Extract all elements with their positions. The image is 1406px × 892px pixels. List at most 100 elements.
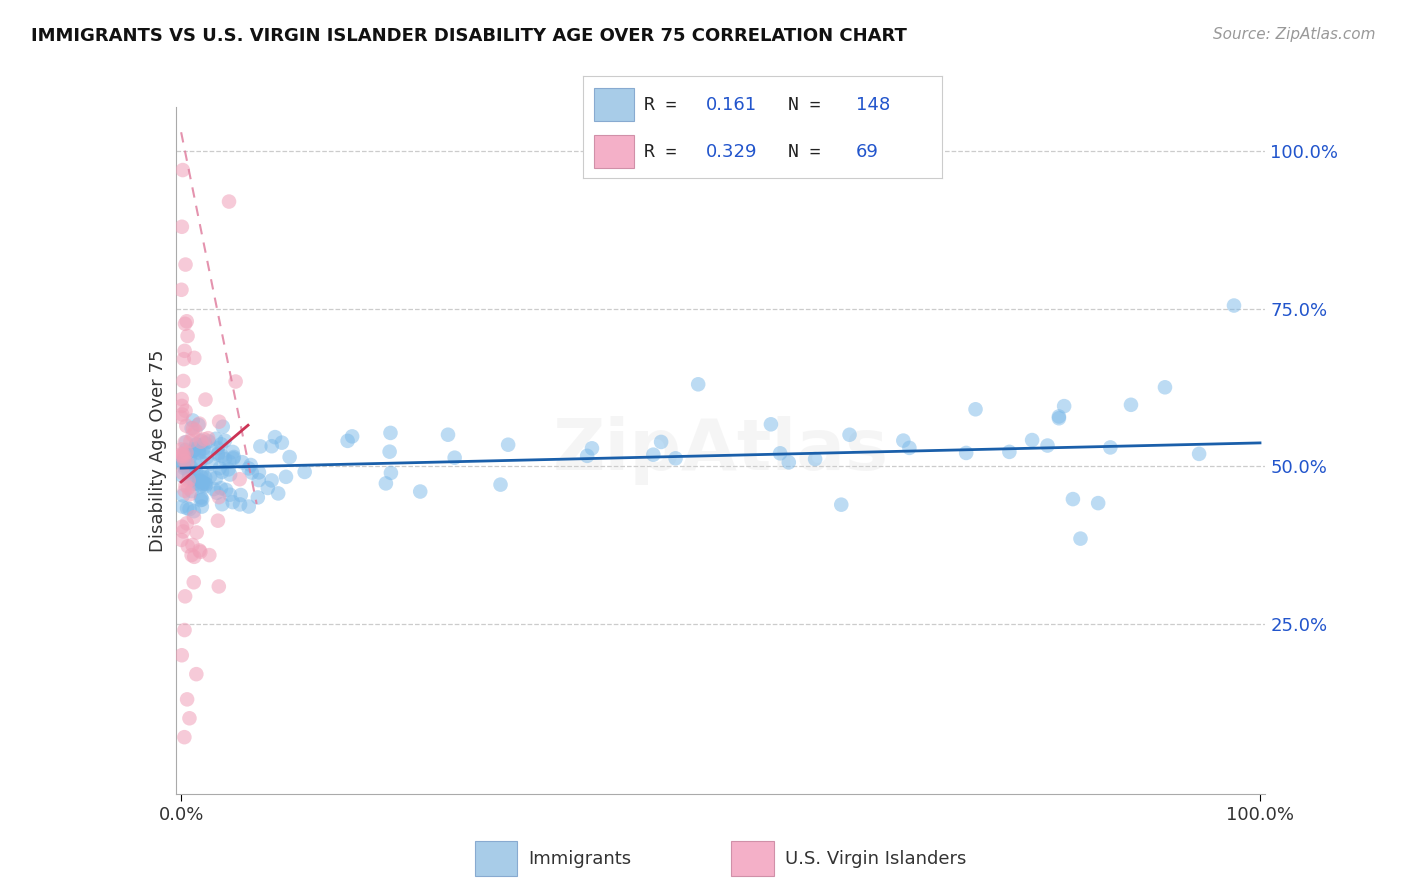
Point bbox=[173, 458, 195, 473]
Point bbox=[173, 623, 195, 637]
Point bbox=[170, 648, 193, 663]
Point bbox=[209, 437, 232, 451]
Point bbox=[211, 419, 233, 434]
Point bbox=[181, 473, 204, 487]
Point bbox=[174, 448, 197, 462]
Point bbox=[759, 417, 782, 432]
Point bbox=[186, 465, 208, 479]
Point bbox=[838, 427, 860, 442]
Text: N =: N = bbox=[787, 143, 831, 161]
Point bbox=[1047, 409, 1070, 424]
Point bbox=[176, 501, 198, 516]
Point bbox=[170, 399, 193, 413]
Point bbox=[170, 219, 193, 234]
Point bbox=[179, 434, 201, 449]
Point bbox=[181, 413, 204, 427]
Point bbox=[205, 485, 228, 500]
Point bbox=[170, 442, 193, 457]
Point bbox=[183, 351, 205, 365]
Point bbox=[179, 711, 201, 725]
Point bbox=[294, 465, 316, 479]
Point bbox=[173, 456, 195, 470]
Point bbox=[218, 462, 240, 476]
Point bbox=[955, 446, 977, 460]
Point bbox=[378, 444, 401, 458]
Point bbox=[898, 441, 921, 455]
Point bbox=[190, 438, 212, 452]
Point bbox=[891, 434, 914, 448]
Point bbox=[184, 458, 207, 473]
Point bbox=[278, 450, 301, 464]
Point bbox=[1021, 433, 1043, 447]
Text: U.S. Virgin Islanders: U.S. Virgin Islanders bbox=[785, 849, 966, 868]
Point bbox=[174, 442, 197, 457]
Point bbox=[208, 461, 231, 475]
Point bbox=[176, 449, 198, 463]
Point bbox=[172, 449, 194, 463]
Point bbox=[172, 466, 194, 480]
Point bbox=[188, 446, 211, 460]
Point bbox=[173, 435, 195, 450]
Point bbox=[176, 516, 198, 531]
Point bbox=[181, 421, 204, 435]
Point bbox=[222, 445, 245, 459]
Point bbox=[218, 455, 240, 469]
Point bbox=[173, 454, 195, 468]
Point bbox=[1119, 398, 1142, 412]
Point bbox=[208, 415, 231, 429]
Point bbox=[187, 474, 209, 488]
Point bbox=[194, 436, 217, 450]
Point bbox=[191, 466, 214, 480]
Text: R =: R = bbox=[644, 95, 688, 113]
Point bbox=[174, 317, 197, 331]
Point bbox=[181, 444, 204, 458]
Point bbox=[172, 447, 194, 461]
Point bbox=[1223, 299, 1246, 313]
Point bbox=[437, 427, 460, 442]
FancyBboxPatch shape bbox=[731, 841, 773, 876]
Point bbox=[190, 491, 212, 505]
Point bbox=[581, 442, 603, 456]
Point bbox=[274, 470, 297, 484]
Point bbox=[804, 452, 827, 467]
Point bbox=[228, 472, 250, 486]
Point bbox=[170, 449, 193, 463]
Point bbox=[177, 474, 200, 488]
Point bbox=[214, 434, 236, 448]
Point bbox=[177, 465, 200, 479]
Point bbox=[211, 465, 233, 479]
Point bbox=[207, 514, 229, 528]
Point bbox=[172, 374, 194, 388]
Point bbox=[187, 417, 209, 432]
Point bbox=[195, 450, 218, 465]
Point bbox=[170, 410, 193, 425]
Point bbox=[173, 343, 195, 358]
Point bbox=[194, 476, 217, 491]
Point bbox=[489, 477, 512, 491]
Point bbox=[174, 258, 197, 272]
Point bbox=[172, 455, 194, 469]
Point bbox=[202, 482, 225, 496]
Point bbox=[176, 456, 198, 470]
Point bbox=[231, 455, 253, 469]
Point bbox=[188, 543, 211, 558]
Point bbox=[184, 476, 207, 491]
Point bbox=[380, 466, 402, 480]
Point bbox=[194, 479, 217, 493]
Point bbox=[769, 446, 792, 460]
Point bbox=[267, 486, 290, 500]
Point bbox=[650, 434, 672, 449]
Point bbox=[215, 483, 238, 497]
Point bbox=[208, 490, 231, 504]
Point bbox=[219, 467, 242, 482]
Point bbox=[191, 500, 214, 514]
Point bbox=[1053, 399, 1076, 413]
Point bbox=[180, 548, 202, 562]
Point bbox=[177, 470, 200, 484]
Point bbox=[207, 441, 229, 455]
Point bbox=[176, 329, 198, 343]
FancyBboxPatch shape bbox=[595, 88, 634, 121]
Point bbox=[170, 519, 193, 533]
Point bbox=[249, 439, 271, 453]
Text: 69: 69 bbox=[856, 143, 879, 161]
